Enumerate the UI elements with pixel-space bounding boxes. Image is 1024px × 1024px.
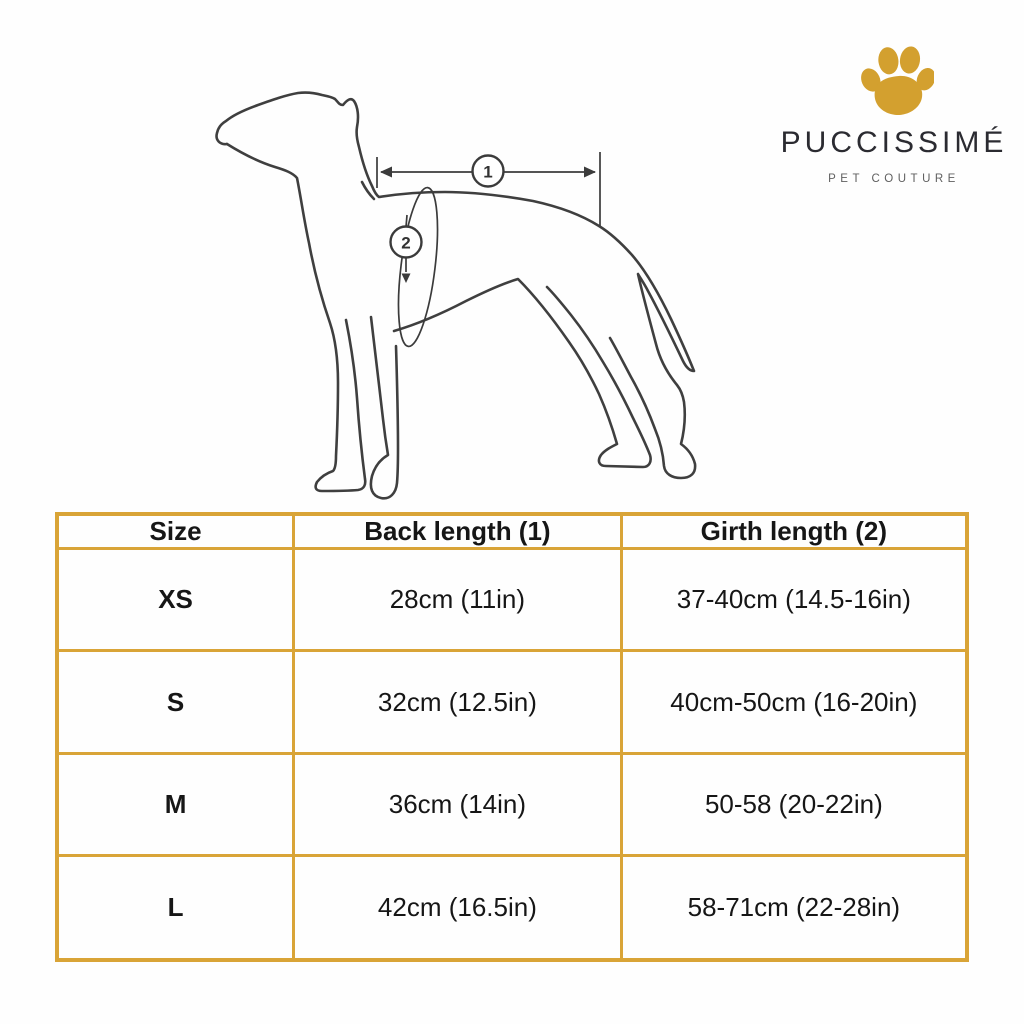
back-length-cell: 32cm (12.5in) xyxy=(292,649,623,755)
col-header-size: Size xyxy=(55,512,296,550)
dog-measurement-diagram: 1 2 xyxy=(215,91,697,500)
back-length-cell: 42cm (16.5in) xyxy=(292,854,623,962)
girth-badge xyxy=(389,225,423,259)
girth-length-cell: 50-58 (20-22in) xyxy=(619,751,969,858)
table-row-xs: XS 28cm (11in) 37-40cm (14.5-16in) xyxy=(55,546,969,653)
girth-length-cell: 37-40cm (14.5-16in) xyxy=(619,546,969,653)
girth-length-cell: 40cm-50cm (16-20in) xyxy=(619,649,969,755)
col-header-back: Back length (1) xyxy=(292,512,623,550)
size-cell: S xyxy=(55,649,296,755)
arrow-right-icon xyxy=(584,166,596,178)
girth-connector-top xyxy=(405,214,408,228)
size-cell: L xyxy=(55,854,296,962)
girth-badge-label: 2 xyxy=(401,234,410,253)
table-row-m: M 36cm (14in) 50-58 (20-22in) xyxy=(55,751,969,858)
size-cell: M xyxy=(55,751,296,858)
back-length-cell: 36cm (14in) xyxy=(292,751,623,858)
table-row-l: L 42cm (16.5in) 58-71cm (22-28in) xyxy=(55,854,969,962)
back-length-measure: 1 xyxy=(376,152,601,226)
girth-length-cell: 58-71cm (22-28in) xyxy=(619,854,969,962)
size-chart-table: Size Back length (1) Girth length (2) XS… xyxy=(55,512,969,962)
back-length-cell: 28cm (11in) xyxy=(292,546,623,653)
brand-name: PUCCISSIMÉ xyxy=(780,126,1008,159)
brand-tagline: PET COUTURE xyxy=(828,173,960,185)
header-row: Size Back length (1) Girth length (2) xyxy=(55,512,969,550)
size-cell: XS xyxy=(55,546,296,653)
girth-measure: 2 xyxy=(389,186,439,348)
arrow-down-icon xyxy=(401,273,411,283)
back-length-badge xyxy=(471,154,505,188)
arrow-left-icon xyxy=(380,166,392,178)
paw-icon xyxy=(861,46,934,115)
brand-logo: PUCCISSIMÉ PET COUTURE xyxy=(772,34,1016,185)
table-row-s: S 32cm (12.5in) 40cm-50cm (16-20in) xyxy=(55,649,969,755)
dog-outline xyxy=(215,91,697,500)
girth-ellipse xyxy=(397,186,439,348)
col-header-girth: Girth length (2) xyxy=(619,512,969,550)
back-length-badge-label: 1 xyxy=(483,163,492,182)
